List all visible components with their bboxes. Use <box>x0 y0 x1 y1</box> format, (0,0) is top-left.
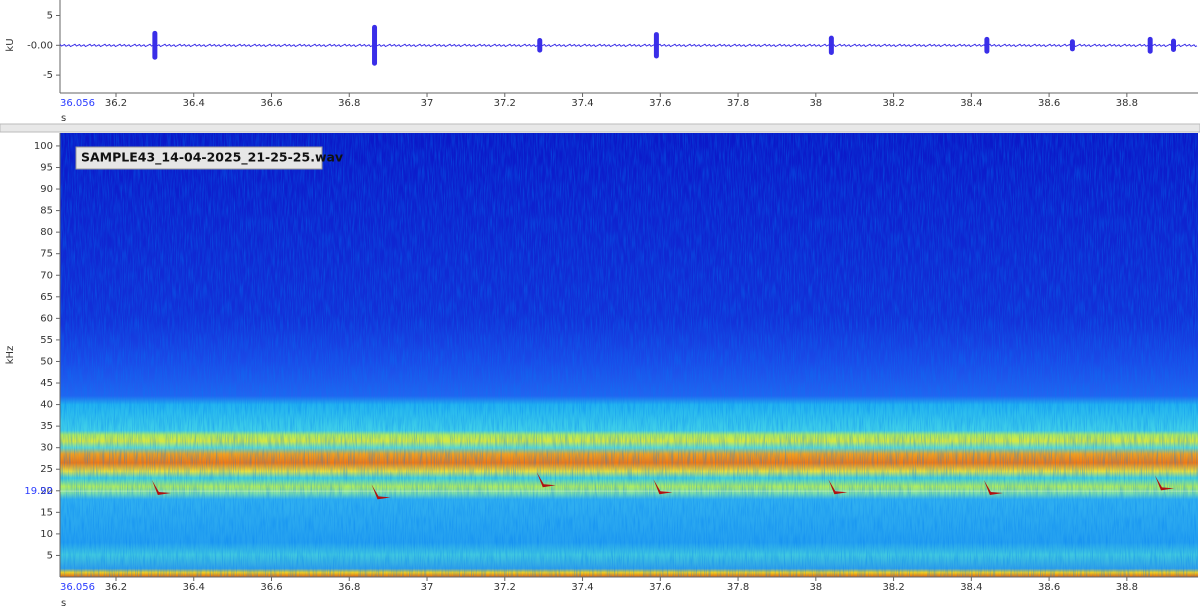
x-tick-label: 38.2 <box>882 582 904 593</box>
x-tick-label: 36.2 <box>105 582 127 593</box>
y-tick-label: 20 <box>40 486 53 497</box>
x-tick-label: 37.8 <box>727 98 749 109</box>
call <box>828 479 848 495</box>
y-tick-label: 95 <box>40 162 53 173</box>
x-axis-label: s <box>61 598 66 609</box>
x-tick-label: 36.6 <box>260 98 282 109</box>
x-tick-label: 36.6 <box>260 582 282 593</box>
x-tick-label: 38.6 <box>1038 582 1060 593</box>
x-tick-label: 37.6 <box>649 582 671 593</box>
x-tick-label: 37.4 <box>571 98 593 109</box>
x-tick-label: 37.8 <box>727 582 749 593</box>
x-tick-label: 37.4 <box>571 582 593 593</box>
x-tick-label: 36.2 <box>105 98 127 109</box>
x-tick-label: 37.2 <box>494 582 516 593</box>
cursor-y-label: 19.92 <box>24 486 53 497</box>
x-tick-label: 38.2 <box>882 98 904 109</box>
x-tick-label: 36.8 <box>338 582 360 593</box>
y-tick-label: 40 <box>40 400 53 411</box>
x-tick-label: 38 <box>809 582 822 593</box>
x-tick-label: 38 <box>809 98 822 109</box>
call <box>983 480 1003 496</box>
x-tick-label: 38.8 <box>1116 582 1138 593</box>
waveform-noise <box>59 43 1198 48</box>
splitter[interactable] <box>0 123 1200 133</box>
call <box>536 472 556 488</box>
x-tick-label: 38.8 <box>1116 98 1138 109</box>
cursor-x-label: 36.056 <box>60 98 95 109</box>
y-tick-label: 85 <box>40 206 53 217</box>
annotation-box <box>75 146 323 170</box>
annotation: SAMPLE43_14-04-2025_21-25-25.wav <box>81 150 343 166</box>
y-tick-label: 50 <box>40 356 53 367</box>
y-tick-label: 80 <box>40 227 53 238</box>
y-axis-label: kHz <box>5 346 16 365</box>
y-tick-label: -5 <box>43 70 53 81</box>
y-tick-label: 55 <box>40 335 53 346</box>
y-tick-label: 60 <box>40 313 53 324</box>
y-tick-label: 5 <box>47 550 53 561</box>
x-tick-label: 36.4 <box>183 98 205 109</box>
y-tick-label: 90 <box>40 184 53 195</box>
spectrogram-texture <box>60 133 1198 577</box>
x-axis-label: s <box>61 113 66 124</box>
x-tick-label: 37.2 <box>494 98 516 109</box>
x-tick-label: 38.4 <box>960 582 982 593</box>
x-tick-label: 37 <box>421 98 434 109</box>
x-tick-label: 36.8 <box>338 98 360 109</box>
call <box>653 479 673 495</box>
y-tick-label: 15 <box>40 507 53 518</box>
cursor-x-label: 36.056 <box>60 582 95 593</box>
x-tick-label: 37.6 <box>649 98 671 109</box>
y-tick-label: 70 <box>40 270 53 281</box>
y-tick-label: 35 <box>40 421 53 432</box>
x-tick-label: 38.6 <box>1038 98 1060 109</box>
y-tick-label: 25 <box>40 464 53 475</box>
y-tick-label: 75 <box>40 249 53 260</box>
y-axis-label: kU <box>5 38 16 51</box>
y-tick-label: 5 <box>47 11 53 22</box>
call <box>151 480 171 496</box>
y-tick-label: 45 <box>40 378 53 389</box>
x-tick-label: 38.4 <box>960 98 982 109</box>
y-tick-label: 65 <box>40 292 53 303</box>
x-tick-label: 37 <box>421 582 434 593</box>
y-tick-label: 30 <box>40 443 53 454</box>
y-tick-label: 100 <box>34 141 53 152</box>
call <box>1154 475 1174 491</box>
y-tick-label: -0.00 <box>27 40 53 51</box>
call <box>371 484 391 500</box>
y-tick-label: 10 <box>40 529 53 540</box>
x-tick-label: 36.4 <box>183 582 205 593</box>
